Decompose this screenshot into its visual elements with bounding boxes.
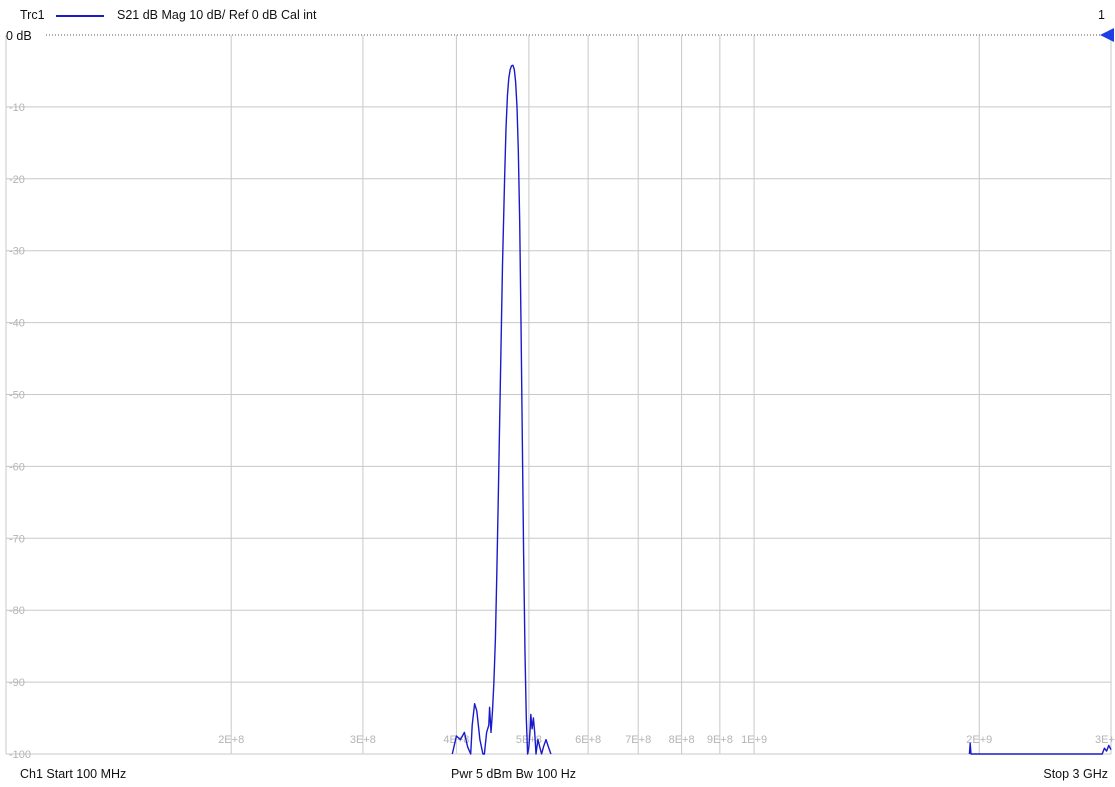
y-tick-labels: -10 -20 -30 -40 -50 -60 -70 -80 -90 -100 — [9, 102, 31, 761]
stop-frequency[interactable]: Stop 3 GHz — [1043, 767, 1108, 781]
trace-legend-line — [56, 15, 104, 17]
x-tick-label-2: 4E+8 — [443, 734, 469, 746]
y-tick-label-7: -80 — [9, 605, 25, 617]
x-tick-label-7: 9E+8 — [707, 734, 733, 746]
y-tick-label-8: -90 — [9, 677, 25, 689]
x-tick-label-0: 2E+8 — [218, 734, 244, 746]
trace-header: Trc1 S21 dB Mag 10 dB/ Ref 0 dB Cal int … — [0, 0, 1115, 30]
y-tick-label-3: -40 — [9, 318, 25, 330]
x-tick-label-1: 3E+8 — [350, 734, 376, 746]
trace-line-0 — [451, 64, 552, 755]
y-tick-label-0: -10 — [9, 102, 25, 114]
y-tick-label-4: -50 — [9, 390, 25, 402]
trace-name[interactable]: Trc1 — [20, 8, 45, 22]
x-tick-label-4: 6E+8 — [575, 734, 601, 746]
x-tick-labels: 2E+8 3E+8 4E+8 5E+8 6E+8 7E+8 8E+8 9E+8 1E+9 2E+9… — [218, 734, 1115, 746]
trace-series — [451, 64, 1112, 755]
trace-line-1 — [968, 742, 1112, 755]
y-tick-label-9: -100 — [9, 749, 31, 761]
y-tick-label-6: -70 — [9, 533, 25, 545]
x-tick-label-10: 3E+9 — [1095, 734, 1115, 746]
channel-footer: Ch1 Start 100 MHz Pwr 5 dBm Bw 100 Hz St… — [0, 760, 1115, 787]
grid — [5, 35, 1112, 755]
y-tick-label-2: -30 — [9, 246, 25, 258]
x-tick-label-6: 8E+8 — [669, 734, 695, 746]
power-bandwidth[interactable]: Pwr 5 dBm Bw 100 Hz — [451, 767, 577, 781]
trace-number: 1 — [1098, 8, 1105, 22]
y-tick-label-1: -20 — [9, 174, 25, 186]
reference-level-label: 0 dB — [6, 29, 32, 43]
x-tick-label-8: 1E+9 — [741, 734, 767, 746]
x-tick-label-9: 2E+9 — [966, 734, 992, 746]
y-tick-label-5: -60 — [9, 461, 25, 473]
start-frequency[interactable]: Ch1 Start 100 MHz — [20, 767, 127, 781]
trace-settings[interactable]: S21 dB Mag 10 dB/ Ref 0 dB Cal int — [117, 8, 317, 22]
reference-marker-icon[interactable] — [1100, 28, 1114, 42]
x-tick-label-5: 7E+8 — [625, 734, 651, 746]
